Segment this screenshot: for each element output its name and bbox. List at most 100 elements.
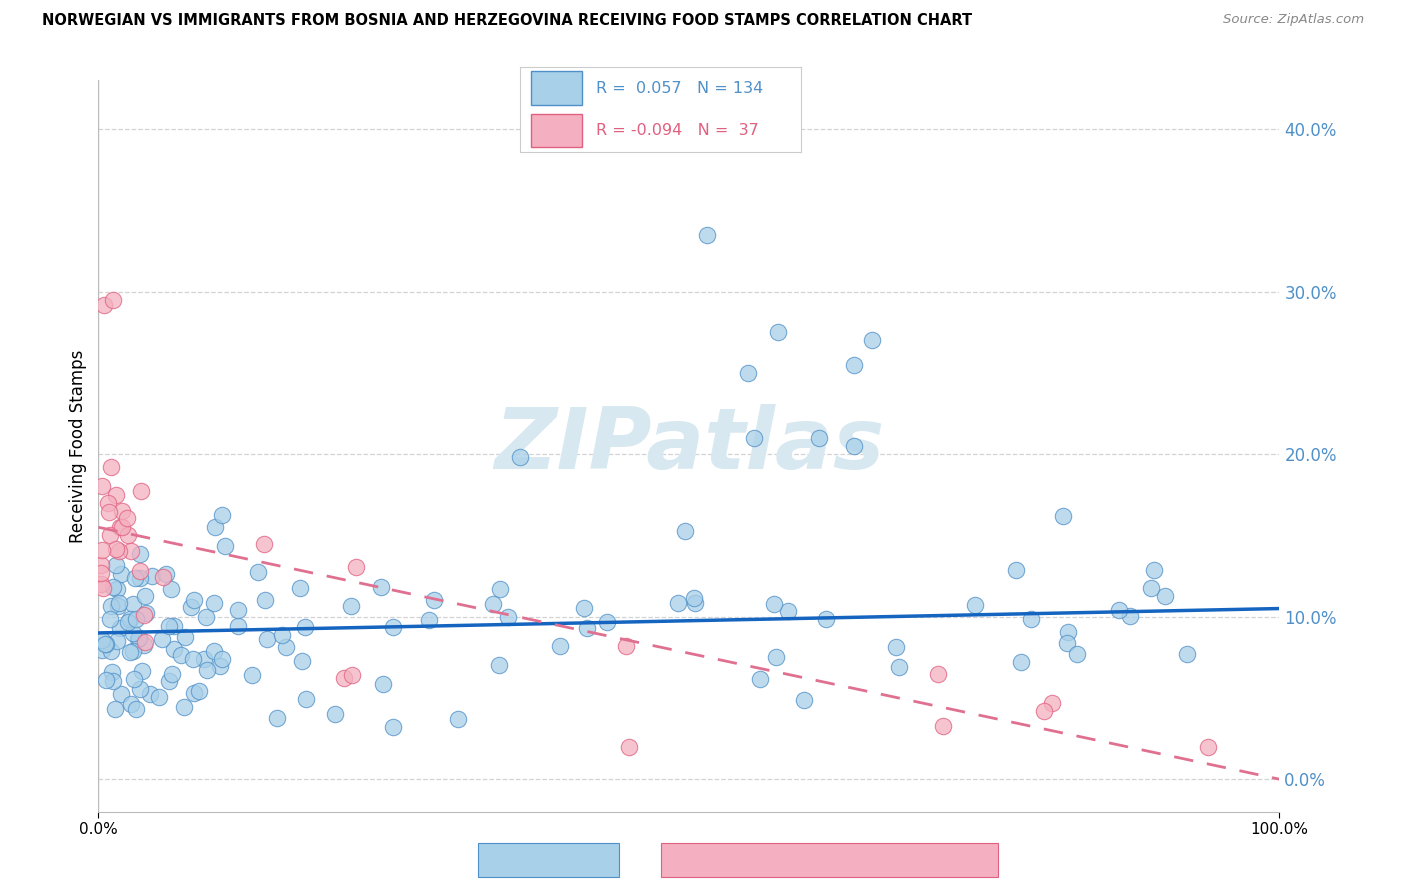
- Point: [193, 652, 215, 666]
- Point: [418, 614, 440, 628]
- Point: [91, 633, 114, 648]
- Point: [509, 450, 531, 464]
- Point: [683, 591, 706, 605]
- Point: [124, 571, 146, 585]
- Point: [422, 592, 444, 607]
- Point: [202, 596, 225, 610]
- Point: [256, 632, 278, 647]
- Point: [162, 666, 184, 681]
- Point: [94, 673, 117, 687]
- Text: ZIPatlas: ZIPatlas: [494, 404, 884, 488]
- Point: [98, 612, 121, 626]
- Point: [1143, 563, 1166, 577]
- Point: [253, 536, 276, 550]
- Point: [101, 580, 124, 594]
- Point: [117, 528, 139, 542]
- Point: [91, 642, 114, 657]
- Point: [807, 431, 830, 445]
- Point: [814, 612, 837, 626]
- Point: [120, 544, 142, 558]
- Point: [108, 596, 131, 610]
- Point: [742, 431, 765, 445]
- Point: [209, 659, 232, 673]
- Point: [1119, 609, 1142, 624]
- Point: [294, 620, 316, 634]
- Bar: [531, 113, 582, 147]
- Point: [932, 719, 955, 733]
- Point: [1056, 624, 1078, 639]
- Point: [860, 334, 883, 348]
- Point: [696, 227, 718, 242]
- Point: [110, 566, 132, 581]
- Point: [163, 618, 186, 632]
- Point: [844, 439, 866, 453]
- Point: [1040, 696, 1063, 710]
- Point: [100, 599, 122, 614]
- Point: [370, 580, 392, 594]
- Point: [183, 686, 205, 700]
- Point: [927, 666, 949, 681]
- Point: [128, 631, 150, 645]
- Point: [271, 628, 294, 642]
- Point: [104, 702, 127, 716]
- Point: [204, 519, 226, 533]
- Point: [122, 644, 145, 658]
- Point: [107, 599, 129, 614]
- Point: [195, 663, 218, 677]
- Point: [115, 511, 138, 525]
- Point: [1154, 589, 1177, 603]
- Point: [155, 566, 177, 581]
- Point: [737, 366, 759, 380]
- Point: [120, 697, 142, 711]
- Point: [886, 640, 908, 654]
- Point: [105, 633, 128, 648]
- Point: [1108, 603, 1130, 617]
- Point: [91, 582, 114, 596]
- Point: [134, 589, 156, 603]
- Point: [340, 599, 363, 614]
- Point: [91, 543, 114, 558]
- Point: [290, 581, 312, 595]
- Point: [174, 630, 197, 644]
- Text: Source: ZipAtlas.com: Source: ZipAtlas.com: [1223, 13, 1364, 27]
- Point: [1056, 635, 1078, 649]
- Point: [342, 668, 364, 682]
- Point: [1005, 563, 1028, 577]
- Point: [111, 504, 134, 518]
- Point: [576, 621, 599, 635]
- Point: [163, 642, 186, 657]
- Point: [482, 597, 505, 611]
- Point: [614, 639, 637, 653]
- Point: [105, 488, 128, 502]
- Point: [125, 612, 148, 626]
- Point: [214, 539, 236, 553]
- Point: [124, 702, 146, 716]
- Point: [447, 712, 470, 726]
- Point: [382, 720, 405, 734]
- Point: [150, 632, 173, 646]
- Point: [291, 654, 314, 668]
- Point: [117, 615, 139, 629]
- Point: [128, 564, 150, 578]
- Point: [129, 547, 152, 561]
- Y-axis label: Receiving Food Stamps: Receiving Food Stamps: [69, 350, 87, 542]
- Point: [183, 593, 205, 607]
- Point: [118, 612, 141, 626]
- Point: [110, 687, 132, 701]
- Point: [148, 690, 170, 704]
- Point: [101, 293, 124, 307]
- Point: [488, 658, 510, 673]
- Bar: [531, 71, 582, 105]
- Point: [134, 607, 156, 622]
- Point: [254, 593, 277, 607]
- Point: [381, 620, 404, 634]
- Point: [122, 672, 145, 686]
- Text: Norwegians: Norwegians: [503, 853, 593, 867]
- Point: [129, 571, 152, 585]
- Point: [344, 560, 367, 574]
- Point: [100, 459, 122, 474]
- Point: [110, 621, 132, 635]
- Point: [195, 610, 218, 624]
- Point: [90, 566, 112, 581]
- Point: [247, 565, 270, 579]
